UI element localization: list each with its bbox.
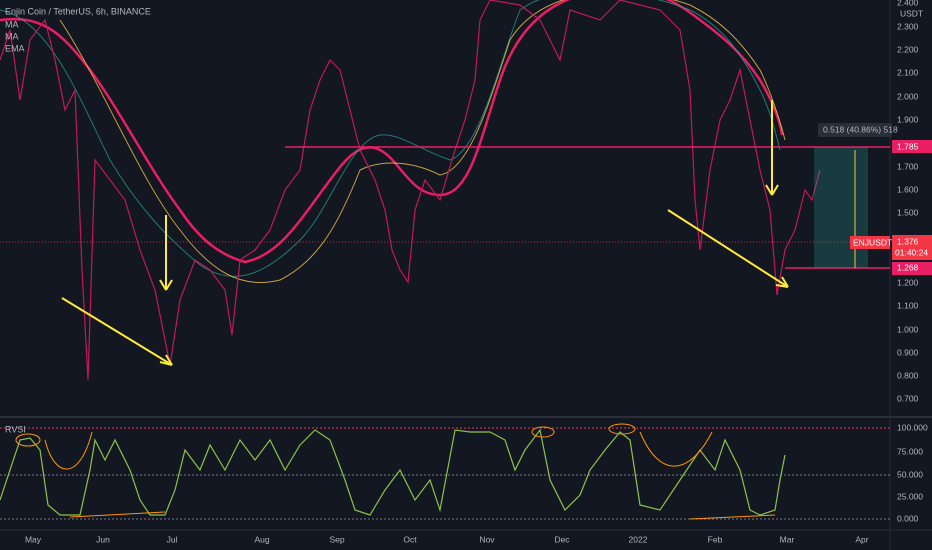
- currency-label: USDT: [900, 8, 923, 18]
- indicator-label: MA: [5, 31, 19, 41]
- oscillator-name: RVSI: [5, 424, 26, 434]
- rvsi-line: [0, 428, 786, 516]
- price-label: 0.800: [897, 370, 919, 380]
- measure-label: 0.518 (40.86%) 518: [823, 124, 898, 134]
- oscillator-drawings: [15, 423, 776, 520]
- oscillator-label: 100.000: [897, 422, 928, 432]
- support-value: 1.268: [897, 262, 919, 272]
- price-series: [0, 0, 821, 381]
- oscillator-label: 0.000: [897, 513, 919, 523]
- ma-line-pink: [0, 0, 784, 264]
- time-label: Jun: [96, 534, 110, 544]
- symbol-name: ENJUSDT: [853, 237, 892, 247]
- price-label: 1.900: [897, 114, 919, 124]
- time-label: Nov: [479, 534, 495, 544]
- measure-label-box: [818, 123, 892, 137]
- last-price-tag: [892, 235, 932, 260]
- price-label: 1.200: [897, 277, 919, 287]
- resistance-tag: [892, 140, 932, 153]
- time-label: Aug: [254, 534, 269, 544]
- oscillator-label: 50.000: [897, 469, 923, 479]
- time-label: 2022: [629, 534, 648, 544]
- time-label: Mar: [780, 534, 795, 544]
- price-label: 1.100: [897, 300, 919, 310]
- price-label: 2.200: [897, 44, 919, 54]
- time-label: Feb: [708, 534, 723, 544]
- symbol-tag: [850, 236, 890, 249]
- oscillator-label: 75.000: [897, 446, 923, 456]
- time-label: Dec: [554, 534, 570, 544]
- time-label: Sep: [329, 534, 344, 544]
- price-label: 0.700: [897, 393, 919, 403]
- support-tag: [892, 262, 932, 275]
- last-price: 1.376: [897, 236, 919, 246]
- indicator-label: EMA: [5, 43, 25, 53]
- price-label: 1.600: [897, 184, 919, 194]
- annotation-arrows: [61, 100, 789, 366]
- resistance-value: 1.785: [897, 141, 919, 151]
- measure-box: [814, 147, 868, 268]
- oscillator-label: 25.000: [897, 491, 923, 501]
- price-label: 2.300: [897, 21, 919, 31]
- ema-line: [59, 0, 786, 284]
- time-label: Jul: [167, 534, 178, 544]
- time-label: May: [25, 534, 42, 544]
- time-label: Oct: [403, 534, 417, 544]
- price-label: 1.000: [897, 324, 919, 334]
- price-label: 2.400: [897, 0, 919, 7]
- price-label: 1.500: [897, 207, 919, 217]
- price-label: 2.000: [897, 91, 919, 101]
- ma-line-cyan: [0, 0, 781, 277]
- price-label: 1.700: [897, 161, 919, 171]
- time-label: Apr: [855, 534, 868, 544]
- price-label: 0.900: [897, 347, 919, 357]
- bar-countdown: 01:40:24: [895, 247, 928, 257]
- indicator-label: MA: [5, 19, 19, 29]
- symbol-title: Enjin Coin / TetherUS, 6h, BINANCE: [5, 6, 151, 16]
- price-label: 2.100: [897, 67, 919, 77]
